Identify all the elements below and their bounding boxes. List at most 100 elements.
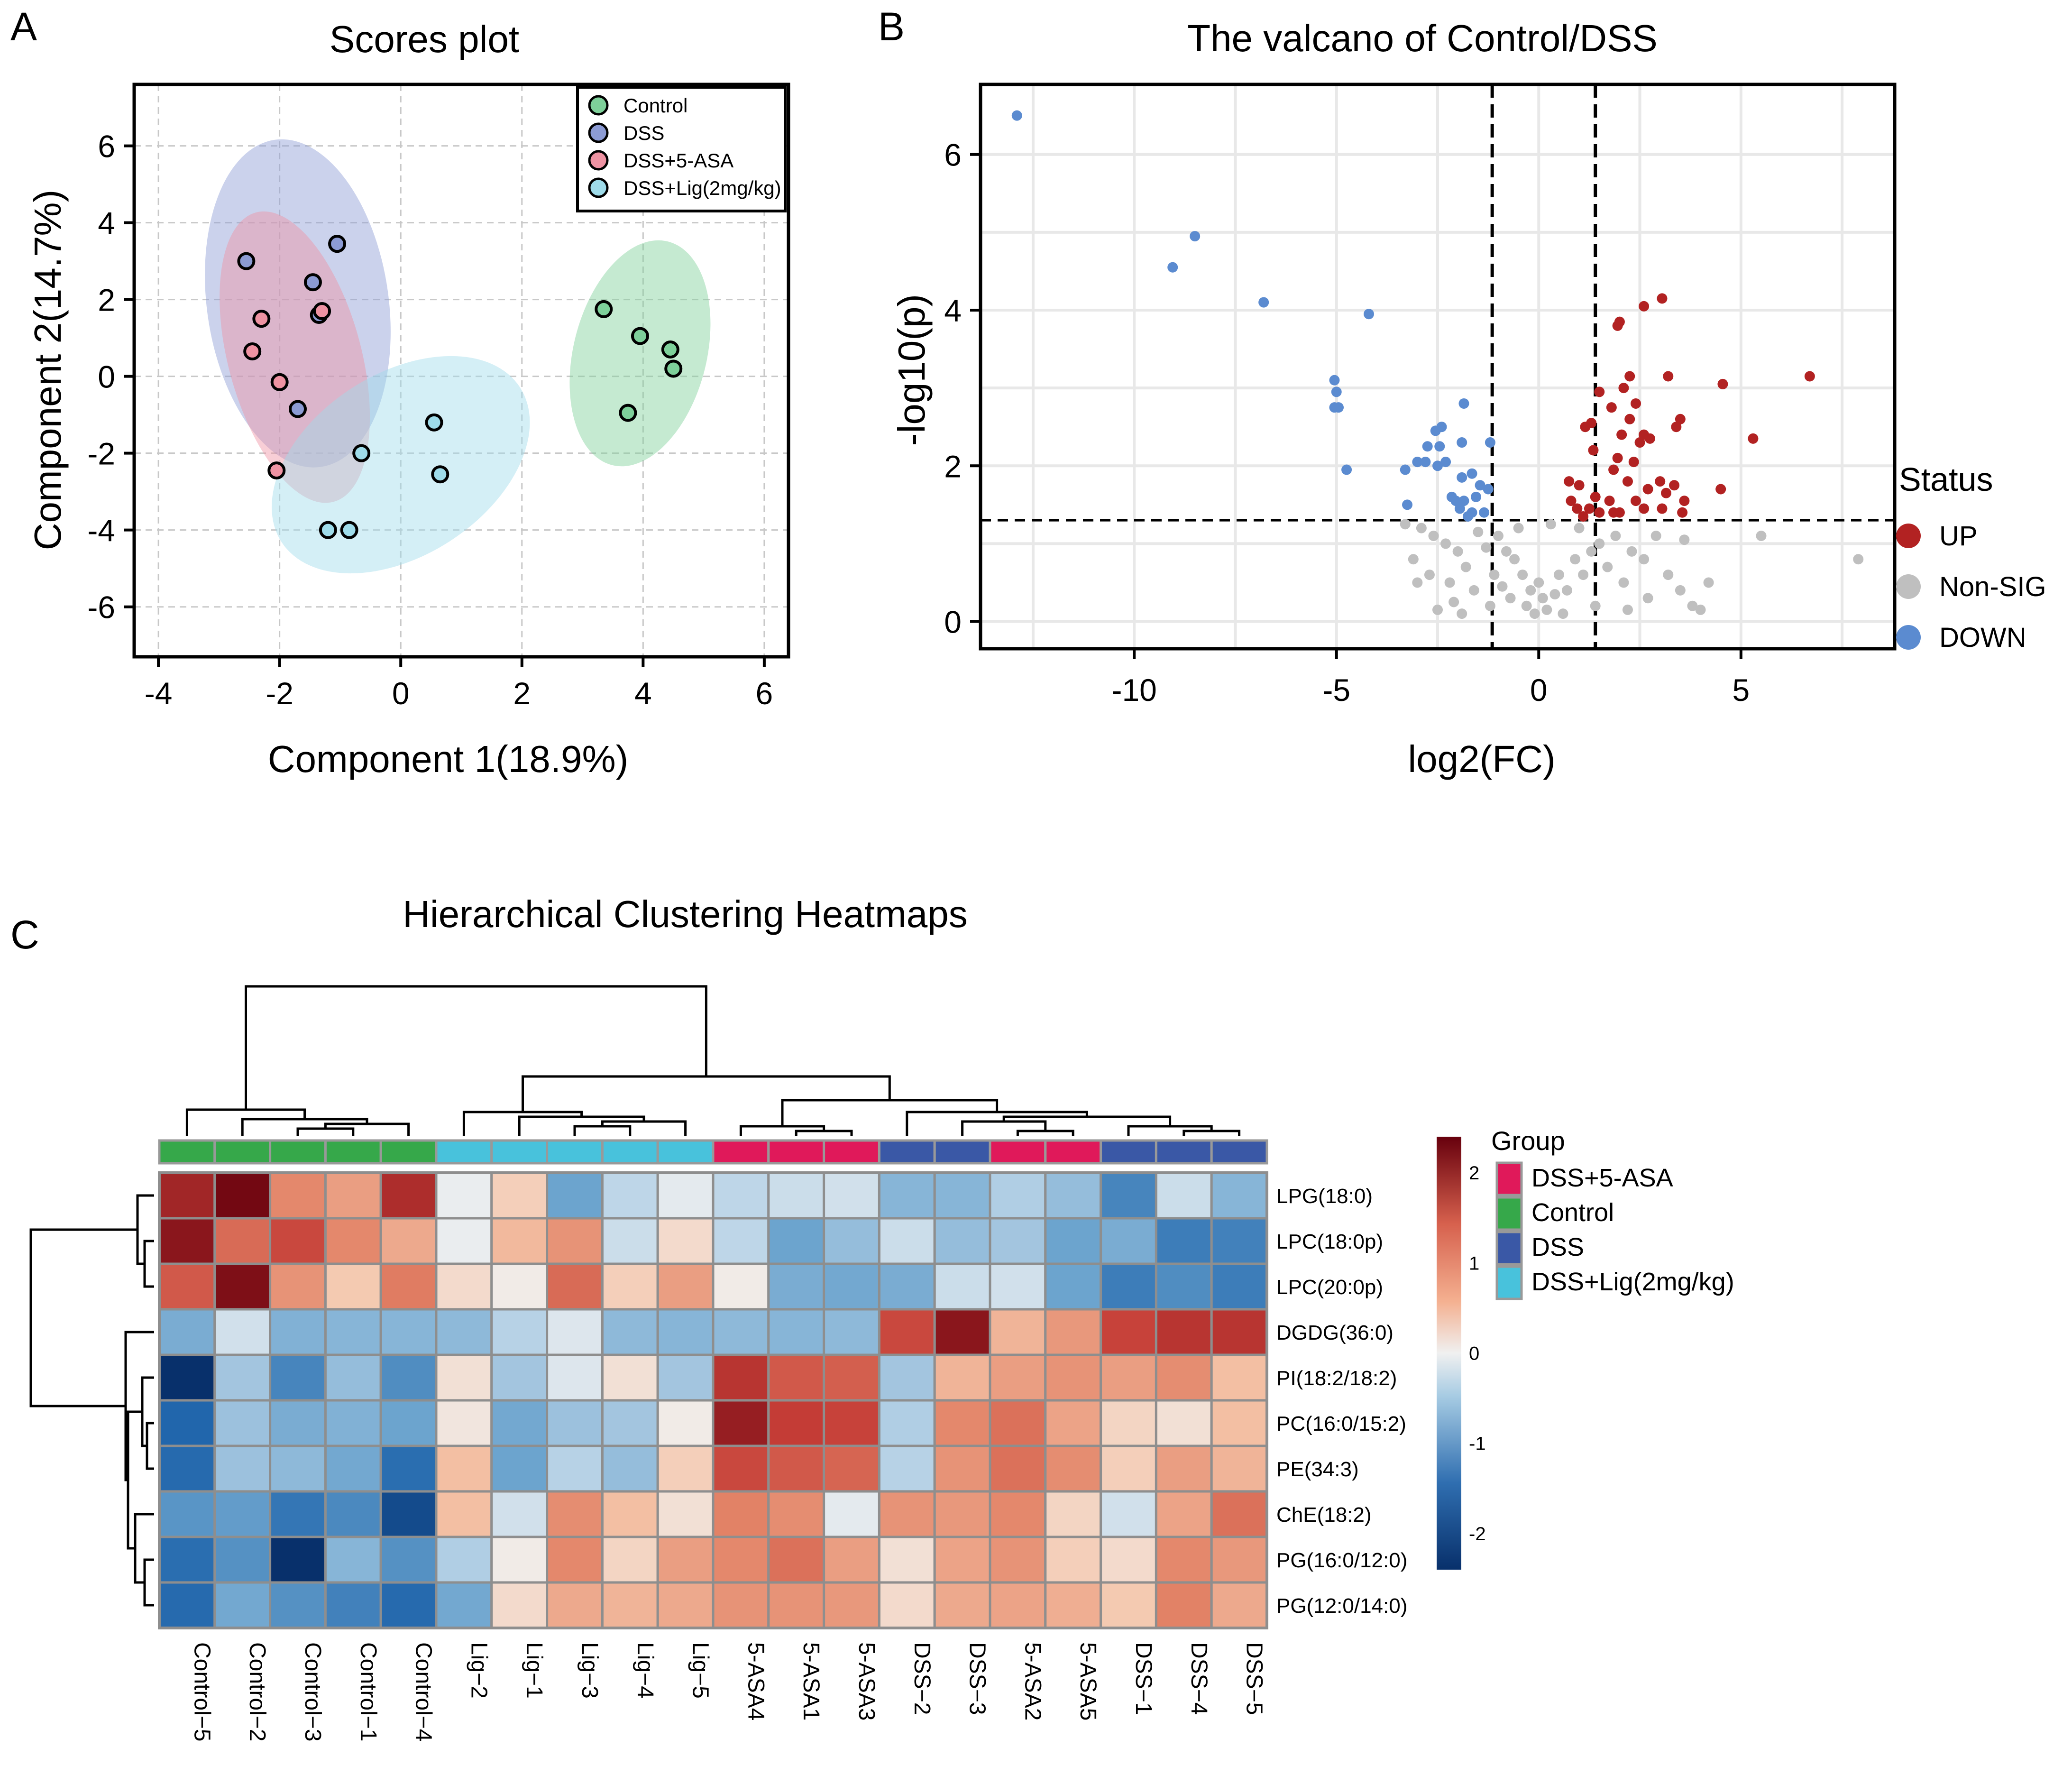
scores-plot-title: Scores plot [330,18,519,60]
point-non-sig [1533,577,1544,588]
heatmap-cell [490,1217,549,1265]
point-down [1450,496,1461,506]
point-up [1604,496,1615,506]
scores-plot-x-axis: -4 -2 0 2 4 6 [145,657,773,711]
heatmap-cell [1044,1536,1102,1584]
dendrogram-link [1016,1130,1074,1136]
heatmap-cell [324,1490,382,1538]
dendrogram-link [124,1331,154,1481]
point-up [1715,484,1726,495]
point-down [1467,468,1477,479]
ellipse-dss-lig-2mg-kg [272,356,530,574]
volcano-plot-title: The valcano of Control/DSS [1187,17,1658,59]
point-up [1564,476,1575,487]
heatmap-cell [490,1490,549,1538]
heatmap-cell [933,1171,991,1220]
point-non-sig [1509,554,1520,565]
colorbar-tick-label: 1 [1469,1253,1479,1274]
ellipse-dss [205,139,391,468]
heatmap-cell [933,1353,991,1402]
panel-letter-b: B [878,4,905,49]
column-label: Control−5 [189,1642,214,1741]
heatmap-cell [933,1490,991,1538]
point-non-sig [1553,570,1564,580]
heatmap-cell [989,1536,1047,1584]
heatmap-cell [546,1308,604,1356]
heatmap-cell [656,1308,715,1356]
volcano-plot-x-axis: -10 -5 0 5 [1111,649,1750,708]
heatmap-cell [656,1353,715,1402]
point-up [1566,496,1577,506]
point-up [1639,503,1650,514]
point-down [1167,262,1178,273]
volcano-y-tick-label: 2 [944,449,962,484]
dendrogram-link [185,1108,306,1136]
point-down [1454,503,1465,514]
heatmap-cell [823,1262,880,1311]
column-label: DSS−5 [1242,1642,1267,1715]
group-annotation-control [213,1139,272,1165]
point-up [1631,496,1641,506]
point-up [1612,452,1623,463]
heatmap-cell [379,1171,438,1220]
heatmap-cell [1210,1217,1268,1265]
volcano-plot-y-axis: 0 2 4 6 [944,138,981,640]
point-down [1430,425,1441,436]
heatmap-cell [269,1536,327,1584]
heatmap-cell [1100,1262,1157,1311]
row-label: LPC(18:0p) [1276,1230,1383,1253]
group-annotation-dss-5-asa [1044,1139,1102,1165]
heatmap-cell [1155,1444,1213,1493]
group-annotation-dss-5-asa [767,1139,825,1165]
scores-y-tick-label: 2 [98,283,115,318]
heatmap-cell [324,1353,382,1402]
heatmap-cell [379,1399,438,1447]
heatmap-cell [158,1490,216,1538]
heatmap-cell [933,1444,991,1493]
point-down [1432,460,1443,471]
heatmap-cell [1210,1444,1268,1493]
point-non-sig [1756,531,1767,541]
ellipse-dss-5-asa [220,211,370,503]
point-non-sig [1610,531,1621,541]
heatmap-colorbar-ticks: 2 1 0 -1 -2 [1461,1163,1486,1545]
volcano-plot: The valcano of Control/DSS -10 -5 0 5 0246 … [890,17,2046,780]
dendrogram-link [146,1422,154,1470]
point-non-sig [1703,577,1714,588]
point-non-sig [1481,542,1492,553]
scores-y-tick-label: -2 [87,436,115,471]
heatmap-cell [324,1262,382,1311]
legend-swatch-dss [588,122,609,143]
heatmap-cell [1210,1536,1268,1584]
heatmap-cell [989,1353,1047,1402]
volcano-x-tick-label: -10 [1111,672,1156,708]
point-non-sig [1594,538,1605,549]
heatmap-cell [546,1444,604,1493]
heatmap-cell [1155,1536,1213,1584]
point-control [595,300,613,318]
point-down [1190,231,1201,242]
legend-label-control: Control [623,94,688,117]
legend-label-dss-lig-2mg-kg: DSS+Lig(2mg/kg) [1531,1268,1734,1296]
heatmap-cell [213,1581,272,1629]
point-up [1608,464,1619,475]
point-up [1608,507,1619,518]
point-control [664,359,683,378]
volcano-plot-x-label: log2(FC) [1408,738,1555,780]
point-non-sig [1663,570,1674,580]
heatmap-cell [823,1171,880,1220]
heatmap-cell [1044,1262,1102,1311]
heatmap-cell [1100,1353,1157,1402]
heatmap-cell [1044,1217,1102,1265]
point-up [1628,457,1639,468]
point-non-sig [1416,523,1427,533]
column-label: Lig−5 [688,1642,713,1699]
heatmap-cell [989,1444,1047,1493]
point-down [1440,457,1451,468]
heatmap-cell [269,1353,327,1402]
point-down [1462,511,1473,522]
legend-label-down: DOWN [1939,622,2026,653]
heatmap-cell [712,1217,770,1265]
point-dss-5-asa [270,373,289,391]
